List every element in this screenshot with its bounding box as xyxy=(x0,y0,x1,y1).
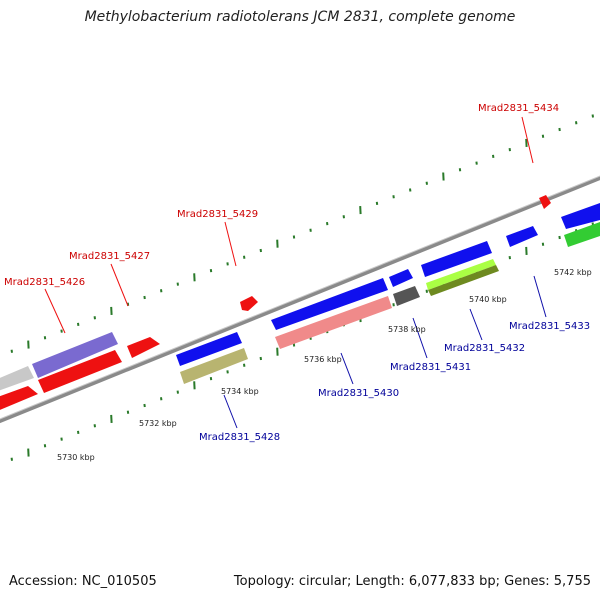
gene-label-5432[interactable]: Mrad2831_5432 xyxy=(444,343,525,354)
gene-feature-pink-5430[interactable] xyxy=(275,296,392,349)
gene-feature-green-right[interactable] xyxy=(564,222,600,247)
gene-feature-5427b[interactable] xyxy=(127,337,160,358)
gene-feature-lime-5432[interactable] xyxy=(426,259,496,290)
gene-feature-5425[interactable] xyxy=(0,366,34,392)
gene-label-5434[interactable]: Mrad2831_5434 xyxy=(478,103,559,114)
topology-text: Topology: circular; Length: 6,077,833 bp… xyxy=(233,574,591,589)
gene-feature-blue-small[interactable] xyxy=(389,269,413,287)
scale-labels: 5730 kbp 5732 kbp 5734 kbp 5736 kbp 5738… xyxy=(57,268,592,462)
gene-label-5431[interactable]: Mrad2831_5431 xyxy=(390,362,471,373)
genome-backbone xyxy=(0,175,600,424)
genome-backbone-highlight xyxy=(0,175,600,420)
map-title: Methylobacterium radiotolerans JCM 2831,… xyxy=(84,9,516,25)
scale-label-5738: 5738 kbp xyxy=(388,325,426,334)
gene-feature-5426[interactable] xyxy=(38,350,122,393)
scale-label-5740: 5740 kbp xyxy=(469,295,507,304)
gene-label-5429[interactable]: Mrad2831_5429 xyxy=(177,209,258,220)
scale-label-5732: 5732 kbp xyxy=(139,419,177,428)
scale-label-5742: 5742 kbp xyxy=(554,268,592,277)
reverse-genes xyxy=(0,203,600,412)
gene-feature-gray-5431[interactable] xyxy=(393,286,420,306)
gene-feature-blue-5432[interactable] xyxy=(421,241,492,277)
gene-label-5428[interactable]: Mrad2831_5428 xyxy=(199,432,280,443)
gene-feature-5434[interactable] xyxy=(539,195,551,209)
gene-feature-left-red[interactable] xyxy=(0,386,38,412)
gene-feature-5429[interactable] xyxy=(240,296,258,311)
gene-label-5430[interactable]: Mrad2831_5430 xyxy=(318,388,399,399)
gene-feature-olivedark-5432[interactable] xyxy=(428,265,499,296)
gene-label-5426[interactable]: Mrad2831_5426 xyxy=(4,277,85,288)
gene-feature-blue-5433[interactable] xyxy=(506,226,538,247)
gene-labels: Mrad2831_5426 Mrad2831_5427 Mrad2831_542… xyxy=(4,103,590,443)
gene-feature-blue-5428[interactable] xyxy=(176,332,242,366)
scale-label-5730: 5730 kbp xyxy=(57,453,95,462)
gene-feature-blue-5430[interactable] xyxy=(271,278,388,330)
forward-genes xyxy=(0,195,551,393)
gene-feature-blue-right[interactable] xyxy=(561,203,600,229)
gene-label-5427[interactable]: Mrad2831_5427 xyxy=(69,251,150,262)
gene-feature-5427[interactable] xyxy=(32,332,118,378)
accession-text: Accession: NC_010505 xyxy=(9,574,157,589)
scale-label-5736: 5736 kbp xyxy=(304,355,342,364)
label-leaders xyxy=(44,116,547,429)
scale-ticks xyxy=(10,114,594,461)
gene-feature-olive-5428[interactable] xyxy=(180,348,248,384)
scale-label-5734: 5734 kbp xyxy=(221,387,259,396)
gene-label-5433[interactable]: Mrad2831_5433 xyxy=(509,321,590,332)
